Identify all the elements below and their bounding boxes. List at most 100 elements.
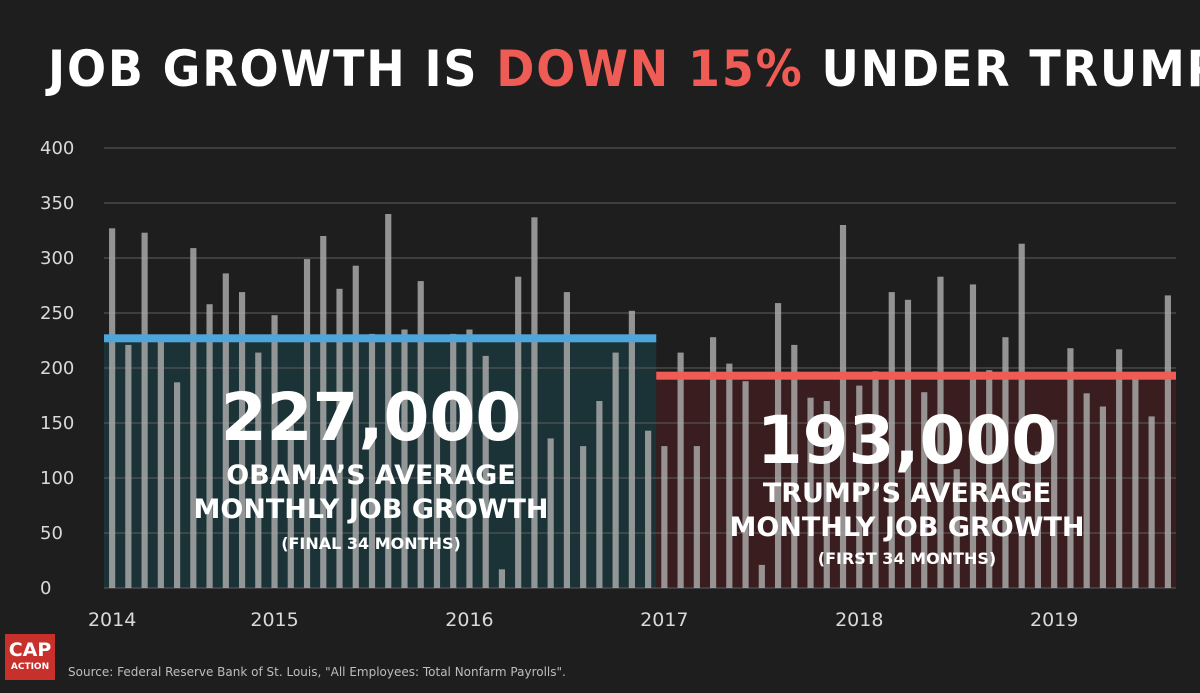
bar (953, 469, 960, 588)
bar (1034, 451, 1042, 588)
source-note: Source: Federal Reserve Bank of St. Loui… (68, 665, 566, 679)
bar (969, 284, 977, 588)
logo-line1: CAP (8, 639, 52, 661)
logo-line2: ACTION (10, 662, 50, 672)
bar (1132, 377, 1139, 588)
bar (482, 355, 489, 588)
y-tick-label: 400 (40, 138, 74, 159)
trump-period-note: (FIRST 34 MONTHS) (818, 549, 996, 568)
bar (222, 273, 229, 588)
obama-period-note: (FINAL 34 MONTHS) (281, 534, 461, 553)
bar (450, 333, 457, 588)
trump-label-line2: MONTHLY JOB GROWTH (729, 512, 1084, 543)
obama-annotation: 227,000 OBAMA’S AVERAGE MONTHLY JOB GROW… (193, 379, 548, 553)
bar (547, 438, 554, 588)
bar (287, 419, 294, 588)
bar (271, 315, 278, 588)
bar (368, 333, 376, 588)
bar (661, 446, 668, 588)
bar (417, 281, 424, 588)
bar (904, 299, 912, 588)
bar (1067, 348, 1074, 588)
y-tick-label: 350 (40, 193, 74, 214)
x-tick-label: 2018 (835, 609, 883, 631)
bar (466, 329, 473, 588)
bar (157, 341, 164, 588)
gridlines (104, 147, 1176, 589)
bar (645, 430, 652, 588)
bar (888, 292, 895, 588)
bar (1083, 393, 1090, 588)
bar (320, 236, 327, 588)
bar (937, 276, 944, 588)
bar (125, 344, 132, 588)
bar (174, 382, 181, 588)
bar (563, 292, 570, 588)
bar (986, 370, 993, 588)
x-tick-label: 2015 (250, 609, 298, 631)
bar (206, 304, 213, 588)
bar (385, 214, 392, 588)
bar (823, 401, 830, 588)
average-line-trump (656, 371, 1176, 380)
bar (758, 564, 765, 588)
chart-title: JOB GROWTH IS DOWN 15% UNDER TRUMP (48, 40, 1200, 98)
title-highlight: DOWN 15% (496, 40, 804, 98)
bars (109, 214, 1171, 589)
bar (352, 265, 359, 588)
bar (1002, 337, 1009, 588)
bar (580, 446, 587, 588)
bar (303, 259, 311, 588)
trump-label-line1: TRUMP’S AVERAGE (763, 478, 1051, 509)
bar (791, 344, 798, 588)
bar (677, 352, 684, 588)
cap-action-logo: CAP ACTION (5, 634, 55, 680)
x-tick-label: 2019 (1030, 609, 1078, 631)
bar (1051, 419, 1058, 588)
bar (921, 392, 928, 588)
bar (856, 385, 863, 588)
y-tick-label: 200 (40, 358, 74, 379)
bar (710, 337, 717, 588)
y-axis-ticks: 0 50 100 150 200 250 300 350 400 (40, 138, 74, 599)
bar (774, 303, 782, 588)
bar (1164, 295, 1171, 588)
obama-label-line2: MONTHLY JOB GROWTH (193, 494, 548, 525)
trump-average-value: 193,000 (757, 402, 1058, 479)
y-tick-label: 50 (40, 523, 63, 544)
average-lines (104, 334, 1176, 380)
bar (839, 225, 847, 588)
bar (109, 228, 116, 589)
bar (401, 329, 408, 588)
y-tick-label: 300 (40, 248, 74, 269)
average-line-obama (104, 334, 657, 343)
x-tick-label: 2017 (640, 609, 688, 631)
title-part1: JOB GROWTH IS (48, 40, 497, 98)
bar (742, 381, 749, 588)
x-tick-label: 2016 (445, 609, 493, 631)
obama-average-value: 227,000 (221, 379, 522, 456)
bar (336, 288, 343, 588)
bar (1116, 349, 1123, 588)
bar (515, 276, 522, 588)
bar (1018, 243, 1025, 588)
bar (190, 248, 197, 588)
bar (238, 292, 246, 588)
obama-label-line1: OBAMA’S AVERAGE (226, 460, 516, 491)
title-part2: UNDER TRUMP (803, 40, 1200, 98)
bar (612, 352, 619, 588)
y-tick-label: 150 (40, 413, 74, 434)
bar (726, 363, 733, 588)
bar (1148, 416, 1155, 588)
bar (433, 409, 441, 588)
y-tick-label: 250 (40, 303, 74, 324)
bar (628, 310, 635, 588)
y-tick-label: 0 (40, 578, 51, 599)
bar (872, 371, 879, 588)
x-tick-label: 2014 (88, 609, 136, 631)
trump-annotation: 193,000 TRUMP’S AVERAGE MONTHLY JOB GROW… (729, 402, 1084, 568)
x-axis-ticks: 2014 2015 2016 2017 2018 2019 (88, 609, 1078, 631)
bar (596, 401, 603, 588)
bar (807, 397, 814, 588)
